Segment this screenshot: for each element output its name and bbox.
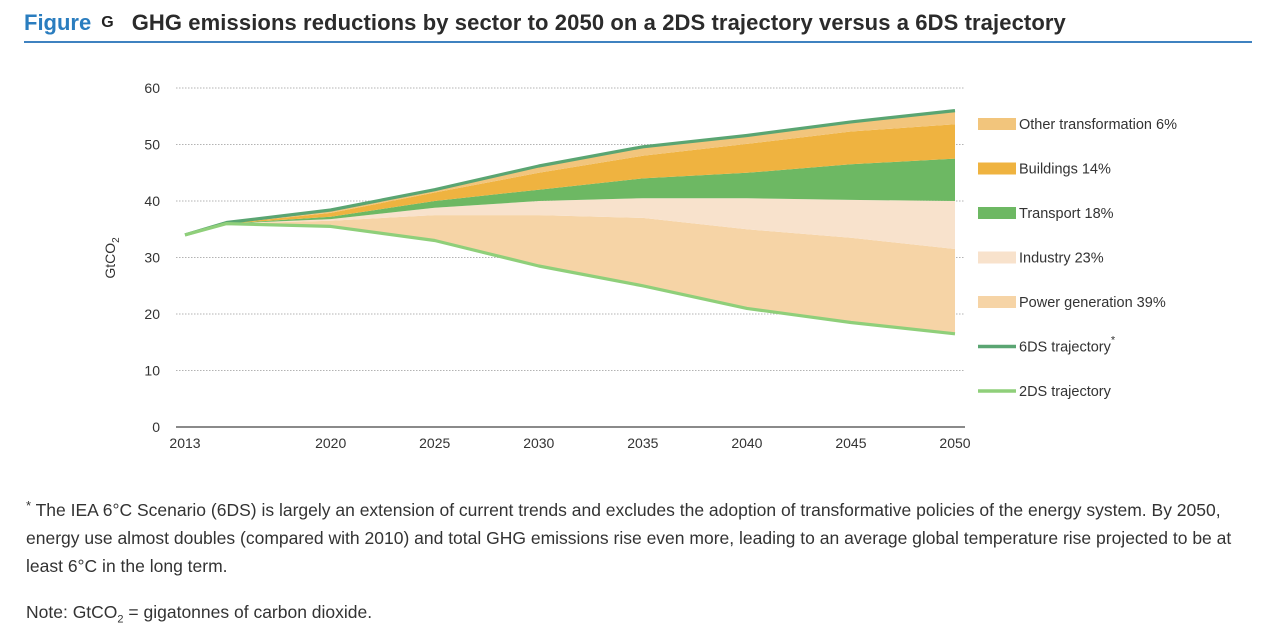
area-power-generation [185, 215, 955, 334]
line-2ds-trajectory [184, 222, 956, 336]
legend-footnote-marker: * [1111, 335, 1116, 347]
unit-note-subscript: 2 [117, 613, 124, 626]
legend-label-2ds-trajectory: 2DS trajectory [1019, 384, 1112, 400]
legend-text-transport-18: Transport 18% [1019, 206, 1114, 222]
footnote: * The IEA 6°C Scenario (6DS) is largely … [26, 496, 1256, 580]
legend-label-power-generation-39: Power generation 39% [1019, 295, 1166, 311]
unit-note-prefix: Note: GtCO [26, 602, 118, 622]
legend-swatch-power-generation-39 [978, 296, 1016, 308]
figure-title: GHG emissions reductions by sector to 20… [131, 10, 1066, 35]
y-tick-label-10: 10 [144, 363, 160, 379]
y-axis-label-subscript: 2 [111, 237, 122, 243]
legend-text-other-transformation-6: Other transformation 6% [1019, 117, 1177, 133]
x-tick-label-2045: 2045 [835, 435, 866, 451]
legend-text-buildings-14: Buildings 14% [1019, 162, 1111, 178]
y-tick-label-0: 0 [152, 419, 160, 435]
unit-note: Note: GtCO2 = gigatonnes of carbon dioxi… [26, 598, 1256, 634]
figure-letter: G [101, 14, 114, 31]
footnote-text: The IEA 6°C Scenario (6DS) is largely an… [26, 500, 1232, 576]
legend-label-other-transformation-6: Other transformation 6% [1019, 117, 1177, 133]
x-tick-label-2025: 2025 [419, 435, 450, 451]
legend-label-6ds-trajectory: 6DS trajectory* [1019, 335, 1116, 356]
y-tick-label-60: 60 [144, 80, 160, 96]
y-tick-label-50: 50 [144, 137, 160, 153]
x-tick-label-2050: 2050 [939, 435, 970, 451]
legend-label-buildings-14: Buildings 14% [1019, 162, 1111, 178]
x-tick-label-2035: 2035 [627, 435, 658, 451]
legend-text-industry-23: Industry 23% [1019, 251, 1104, 267]
figure-label: Figure [24, 10, 92, 35]
y-axis-label-main: GtCO [102, 243, 118, 279]
legend-text-6ds-trajectory: 6DS trajectory [1019, 340, 1112, 356]
y-tick-label-20: 20 [144, 306, 160, 322]
line-6ds-trajectory [184, 109, 956, 237]
legend-swatch-industry-23 [978, 251, 1016, 264]
x-tick-label-2020: 2020 [315, 435, 346, 451]
legend-text-power-generation-39: Power generation 39% [1019, 295, 1166, 311]
area-other-transformation [185, 110, 955, 235]
legend-label-transport-18: Transport 18% [1019, 206, 1114, 222]
x-tick-label-2030: 2030 [523, 435, 554, 451]
y-axis-label: GtCO2 [102, 237, 122, 279]
figure-header: Figure G GHG emissions reductions by sec… [24, 4, 1254, 42]
area-buildings [185, 124, 955, 235]
y-tick-label-30: 30 [144, 250, 160, 266]
x-tick-label-2013: 2013 [169, 435, 200, 451]
y-tick-label-40: 40 [144, 193, 160, 209]
legend-swatch-transport-18 [978, 207, 1016, 219]
area-industry [185, 198, 955, 249]
footnote-marker: * [26, 498, 32, 513]
unit-note-suffix: = gigatonnes of carbon dioxide. [123, 602, 373, 622]
title-divider [24, 41, 1252, 43]
legend-label-industry-23: Industry 23% [1019, 251, 1104, 267]
legend-text-2ds-trajectory: 2DS trajectory [1019, 384, 1112, 400]
x-tick-label-2040: 2040 [731, 435, 762, 451]
area-transport [185, 158, 955, 235]
legend-swatch-buildings-14 [978, 162, 1016, 175]
legend-swatch-other-transformation-6 [978, 118, 1016, 130]
